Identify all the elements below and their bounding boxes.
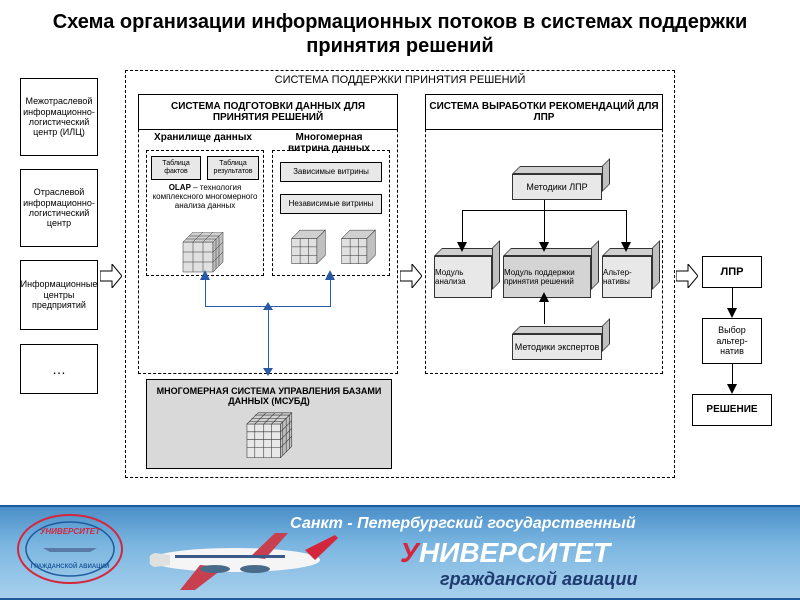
- svg-text:ГРАЖДАНСКОЙ АВИАЦИИ: ГРАЖДАНСКОЙ АВИАЦИИ: [31, 562, 110, 570]
- slide-title: Схема организации информационных потоков…: [0, 0, 800, 64]
- left-box-4-text: …: [52, 361, 66, 377]
- msubd-cube-icon: [238, 412, 294, 464]
- left-box-1: Межотраслевой информационно-логистически…: [20, 78, 98, 156]
- dep-vitrina-text: Зависимые витрины: [293, 167, 369, 176]
- table-results-text: Таблица результатов: [211, 160, 255, 176]
- table-facts-box: Таблица фактов: [151, 156, 201, 180]
- table-results-box: Таблица результатов: [207, 156, 259, 180]
- lpr-text: ЛПР: [721, 266, 744, 279]
- diagram-area: Межотраслевой информационно-логистически…: [20, 64, 780, 484]
- choice-box: Выбор альтер-натив: [702, 318, 762, 364]
- banner-line3: гражданской авиации: [440, 569, 638, 590]
- msubd-title: МНОГОМЕРНАЯ СИСТЕМА УПРАВЛЕНИЯ БАЗАМИ ДА…: [150, 386, 388, 407]
- table-facts-text: Таблица фактов: [155, 160, 197, 176]
- storage-label: Хранилище данных: [148, 132, 258, 143]
- method-lpr-3d: Методики ЛПР: [512, 174, 602, 200]
- banner-line1: Санкт - Петербургский государственный: [290, 515, 636, 533]
- arrow-recommend-to-lpr: [676, 264, 698, 288]
- indep-vitrina-text: Независимые витрины: [289, 199, 374, 208]
- alternatives-text: Альтер-нативы: [603, 268, 651, 286]
- module-support-text: Модуль поддержки принятия решений: [504, 268, 590, 286]
- left-box-3: Информационные центры предприятий: [20, 260, 98, 330]
- dep-vitrina-box: Зависимые витрины: [280, 162, 382, 182]
- decision-box: РЕШЕНИЕ: [692, 394, 772, 426]
- left-box-1-text: Межотраслевой информационно-логистически…: [23, 96, 95, 137]
- indep-vitrina-box: Независимые витрины: [280, 194, 382, 214]
- module-analysis-text: Модуль анализа: [435, 268, 491, 286]
- alternatives-3d: Альтер-нативы: [602, 256, 652, 298]
- arrow-prep-to-recommend: [400, 264, 422, 288]
- vitrina-cube-2: [335, 229, 377, 269]
- svg-text:УНИВЕРСИТЕТ: УНИВЕРСИТЕТ: [40, 527, 101, 536]
- university-logo: УНИВЕРСИТЕТ ГРАЖДАНСКОЙ АВИАЦИИ: [15, 512, 125, 592]
- vitrina-cube-1: [285, 229, 327, 269]
- choice-text: Выбор альтер-натив: [706, 325, 758, 356]
- left-box-2-text: Отраслевой информационно-логистический ц…: [23, 187, 95, 228]
- arrow-left-to-main: [100, 264, 122, 288]
- method-experts-text: Методики экспертов: [515, 342, 600, 352]
- olap-label: OLAP – OLAP – технология комплексного мн…: [150, 184, 260, 210]
- method-lpr-text: Методики ЛПР: [526, 182, 587, 192]
- decision-text: РЕШЕНИЕ: [706, 404, 757, 416]
- left-box-4: …: [20, 344, 98, 394]
- lpr-box: ЛПР: [702, 256, 762, 288]
- banner-line2: УНИВЕРСИТЕТ: [400, 537, 610, 569]
- left-box-3-text: Информационные центры предприятий: [21, 279, 98, 310]
- university-banner: УНИВЕРСИТЕТ ГРАЖДАНСКОЙ АВИАЦИИ Санкт - …: [0, 505, 800, 600]
- method-experts-3d: Методики экспертов: [512, 334, 602, 360]
- module-analysis-3d: Модуль анализа: [434, 256, 492, 298]
- main-system-title: СИСТЕМА ПОДДЕРЖКИ ПРИНЯТИЯ РЕШЕНИЙ: [130, 74, 670, 86]
- left-box-2: Отраслевой информационно-логистический ц…: [20, 169, 98, 247]
